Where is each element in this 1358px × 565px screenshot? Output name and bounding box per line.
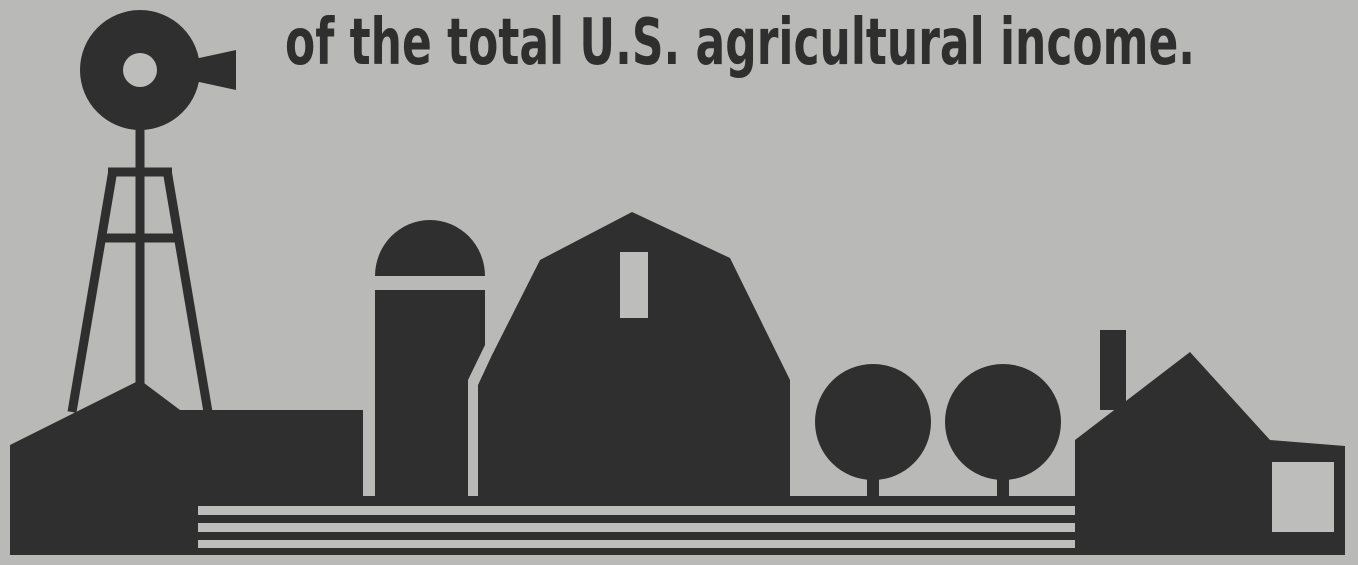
headline: of the total U.S. agricultural income. (285, 6, 1195, 80)
field (198, 496, 1075, 555)
page: of the total U.S. agricultural income. (0, 0, 1358, 565)
farm-illustration: of the total U.S. agricultural income. (0, 0, 1358, 565)
